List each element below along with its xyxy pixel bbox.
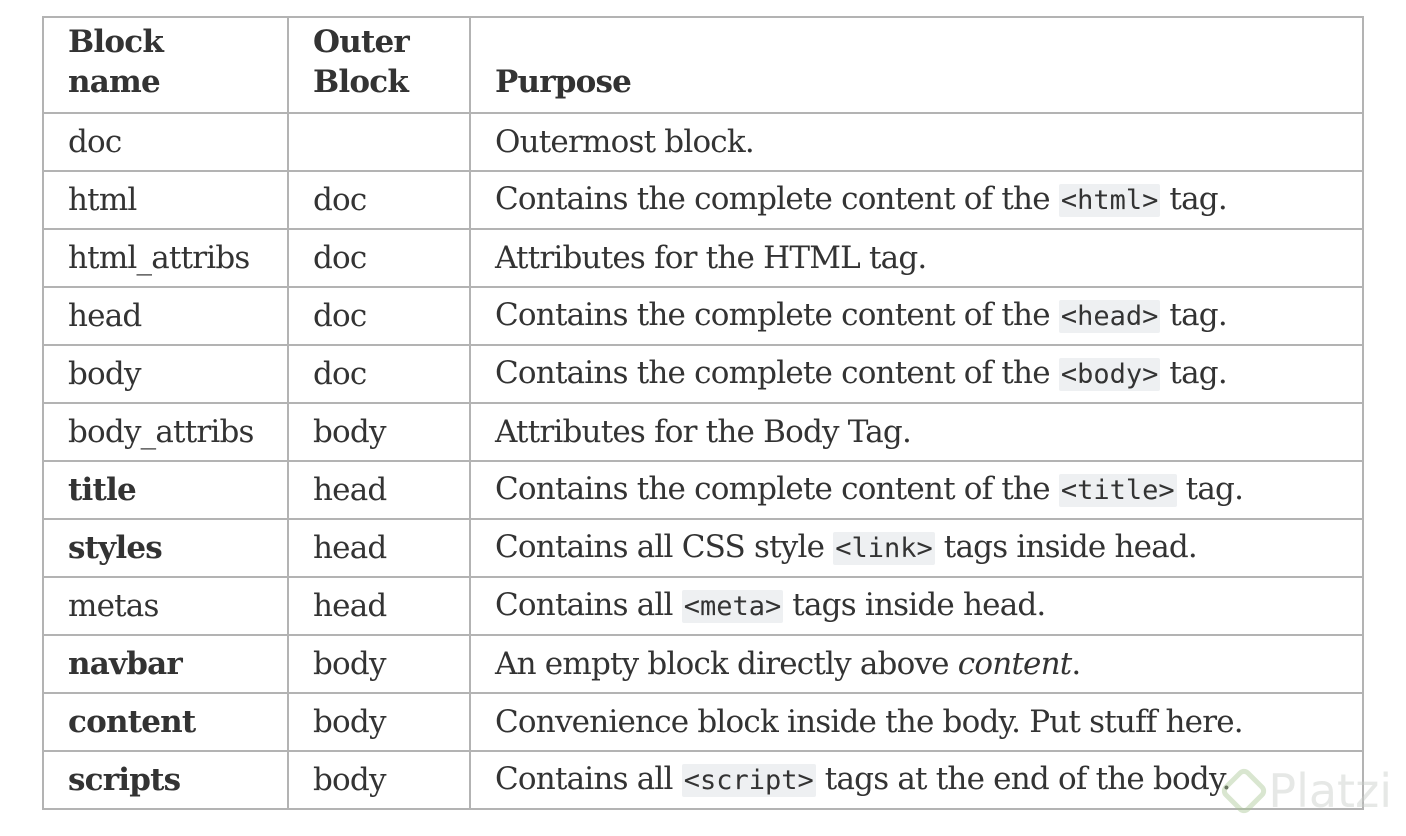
block-name-cell: body bbox=[42, 344, 289, 404]
table-row: html_attribs doc Attributes for the HTML t… bbox=[42, 228, 1364, 288]
block-name-cell: title bbox=[42, 460, 289, 520]
inline-code: <body> bbox=[1058, 358, 1161, 391]
block-name-cell: doc bbox=[42, 112, 289, 172]
purpose-text: Contains all CSS style bbox=[495, 529, 834, 565]
outer-block-cell: doc bbox=[287, 228, 471, 288]
purpose-cell: Attributes for the HTML tag. bbox=[469, 228, 1364, 288]
purpose-text: Convenience block inside the body. Put s… bbox=[495, 704, 1244, 740]
blocks-table: Block name Outer Block Purpose doc Outerm… bbox=[42, 16, 1364, 810]
purpose-cell: Contains all CSS style <link> tags insid… bbox=[469, 518, 1364, 578]
table-row: body doc Contains the complete content of … bbox=[42, 344, 1364, 404]
block-name-cell: metas bbox=[42, 576, 289, 636]
purpose-text: tags inside head. bbox=[934, 529, 1198, 565]
block-name-cell: html_attribs bbox=[42, 228, 289, 288]
purpose-text: tags inside head. bbox=[783, 587, 1046, 623]
purpose-text: Attributes for the Body Tag. bbox=[495, 414, 912, 450]
table-row: content body Convenience block inside the … bbox=[42, 692, 1364, 752]
outer-block-cell: doc bbox=[287, 286, 471, 346]
block-name-cell: styles bbox=[42, 518, 289, 578]
purpose-cell: Contains all <meta> tags inside head. bbox=[469, 576, 1364, 636]
purpose-text: Contains the complete content of the bbox=[495, 181, 1059, 217]
table-row: title head Contains the complete content o… bbox=[42, 460, 1364, 520]
outer-block-cell: head bbox=[287, 576, 471, 636]
block-name-cell: html bbox=[42, 170, 289, 230]
inline-code: <script> bbox=[681, 764, 816, 797]
purpose-text: tag. bbox=[1160, 355, 1227, 391]
table-row: styles head Contains all CSS style <link> … bbox=[42, 518, 1364, 578]
purpose-text: Contains all bbox=[495, 587, 682, 623]
purpose-cell: An empty block directly above content. bbox=[469, 634, 1364, 694]
table-body: doc Outermost block. html doc Contains the c… bbox=[42, 112, 1364, 810]
outer-block-cell: body bbox=[287, 750, 471, 810]
table-row: head doc Contains the complete content of … bbox=[42, 286, 1364, 346]
outer-block-cell: body bbox=[287, 634, 471, 694]
table-row: navbar body An empty block directly above … bbox=[42, 634, 1364, 694]
purpose-cell: Contains the complete content of the <bo… bbox=[469, 344, 1364, 404]
block-name-cell: scripts bbox=[42, 750, 289, 810]
purpose-cell: Convenience block inside the body. Put s… bbox=[469, 692, 1364, 752]
emphasis-text: content bbox=[957, 646, 1072, 682]
inline-code: <link> bbox=[833, 532, 935, 565]
purpose-cell: Contains the complete content of the <he… bbox=[469, 286, 1364, 346]
purpose-text: Outermost block. bbox=[495, 124, 755, 160]
inline-code: <html> bbox=[1058, 184, 1161, 217]
header-row: Block name Outer Block Purpose bbox=[42, 16, 1364, 114]
purpose-cell: Attributes for the Body Tag. bbox=[469, 402, 1364, 462]
purpose-text: tag. bbox=[1160, 181, 1227, 217]
outer-block-cell: doc bbox=[287, 170, 471, 230]
purpose-text: tag. bbox=[1160, 297, 1227, 333]
inline-code: <head> bbox=[1058, 300, 1161, 333]
purpose-cell: Contains all <script> tags at the end of… bbox=[469, 750, 1364, 810]
purpose-text: tags at the end of the body. bbox=[815, 761, 1232, 797]
block-name-cell: navbar bbox=[42, 634, 289, 694]
purpose-text: Attributes for the HTML tag. bbox=[495, 240, 927, 276]
block-name-cell: body_attribs bbox=[42, 402, 289, 462]
table-row: body_attribs body Attributes for the Body … bbox=[42, 402, 1364, 462]
table-row: html doc Contains the complete content of … bbox=[42, 170, 1364, 230]
inline-code: <meta> bbox=[681, 590, 784, 623]
purpose-cell: Contains the complete content of the <ht… bbox=[469, 170, 1364, 230]
table-row: metas head Contains all <meta> tags inside… bbox=[42, 576, 1364, 636]
purpose-cell: Outermost block. bbox=[469, 112, 1364, 172]
outer-block-cell: doc bbox=[287, 344, 471, 404]
header-purpose: Purpose bbox=[469, 16, 1364, 114]
inline-code: <title> bbox=[1058, 474, 1177, 507]
purpose-text: An empty block directly above bbox=[495, 646, 958, 682]
header-block-name: Block name bbox=[42, 16, 289, 114]
purpose-cell: Contains the complete content of the <ti… bbox=[469, 460, 1364, 520]
table-row: scripts body Contains all <script> tags at… bbox=[42, 750, 1364, 810]
purpose-text: Contains the complete content of the bbox=[495, 297, 1059, 333]
table-header: Block name Outer Block Purpose bbox=[42, 16, 1364, 114]
block-name-cell: content bbox=[42, 692, 289, 752]
block-name-cell: head bbox=[42, 286, 289, 346]
purpose-text: Contains the complete content of the bbox=[495, 471, 1059, 507]
outer-block-cell: body bbox=[287, 402, 471, 462]
purpose-text: Contains all bbox=[495, 761, 682, 797]
outer-block-cell bbox=[287, 112, 471, 172]
purpose-text: tag. bbox=[1176, 471, 1244, 507]
purpose-text: Contains the complete content of the bbox=[495, 355, 1059, 391]
outer-block-cell: head bbox=[287, 460, 471, 520]
table-row: doc Outermost block. bbox=[42, 112, 1364, 172]
outer-block-cell: body bbox=[287, 692, 471, 752]
purpose-text: . bbox=[1071, 646, 1081, 682]
outer-block-cell: head bbox=[287, 518, 471, 578]
header-outer-block: Outer Block bbox=[287, 16, 471, 114]
